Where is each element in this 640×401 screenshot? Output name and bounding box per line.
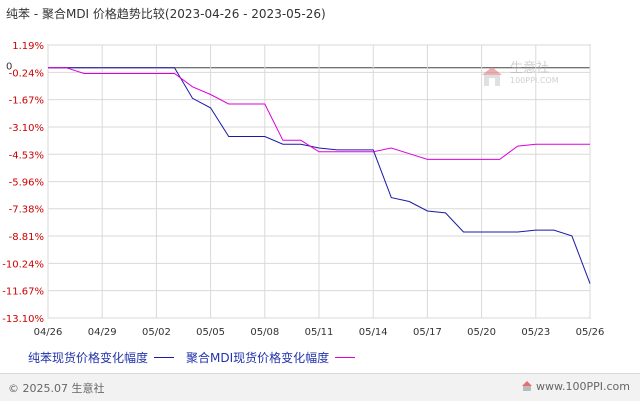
footer: © 2025.07 生意社 www.100PPI.com — [0, 373, 640, 401]
footer-site-link[interactable]: www.100PPI.com — [521, 380, 630, 393]
y-tick-label: -11.67% — [2, 287, 44, 298]
x-tick-label: 05/17 — [413, 327, 442, 338]
legend-label-series2: 聚合MDI现货价格变化幅度 — [186, 351, 330, 365]
x-axis: 04/26 04/29 05/02 05/05 05/08 05/11 05/14 05/17… — [34, 327, 605, 338]
legend-swatch-series1 — [154, 357, 175, 358]
y-tick-label: -7.38% — [9, 205, 44, 216]
y-tick-label: -13.10% — [2, 314, 44, 325]
legend-label-series1: 纯苯现货价格变化幅度 — [28, 351, 149, 365]
x-tick-label: 04/29 — [88, 327, 117, 338]
y-tick-label: -3.10% — [9, 123, 44, 134]
y-tick-label: -8.81% — [9, 232, 44, 243]
x-tick-label: 05/05 — [196, 327, 225, 338]
y-tick-label: -0.24% — [9, 68, 44, 79]
x-tick-label: 05/08 — [250, 327, 279, 338]
legend-swatch-series2 — [335, 357, 356, 358]
footer-site-text: www.100PPI.com — [536, 380, 630, 393]
x-tick-label: 05/26 — [576, 327, 605, 338]
x-tick-label: 04/26 — [34, 327, 63, 338]
x-tick-label: 05/20 — [467, 327, 496, 338]
legend: 纯苯现货价格变化幅度 聚合MDI现货价格变化幅度 — [28, 349, 367, 366]
series-line-1 — [48, 67, 591, 284]
watermark-logo-icon — [482, 67, 502, 86]
chart-area: 生意社 100PPI.COM 1.19% -0.24% -1.67% -3.10% -4… — [2, 41, 605, 338]
grid-lines — [47, 44, 591, 319]
x-tick-label: 05/11 — [305, 327, 334, 338]
site-logo-icon — [522, 381, 533, 391]
series-line-2 — [48, 67, 590, 160]
x-tick-label: 05/23 — [521, 327, 550, 338]
y-axis: 1.19% -0.24% -1.67% -3.10% -4.53% -5.96% -7.38… — [2, 41, 44, 325]
y-tick-label: -5.96% — [9, 178, 44, 189]
watermark-url: 100PPI.COM — [510, 76, 559, 85]
zero-label: 0 — [6, 62, 12, 73]
x-tick-label: 05/02 — [142, 327, 171, 338]
y-tick-label: -1.67% — [9, 96, 44, 107]
footer-copyright: © 2025.07 生意社 — [8, 382, 105, 395]
chart-title: 纯苯 - 聚合MDI 价格趋势比较(2023-04-26 - 2023-05-2… — [6, 7, 326, 21]
y-tick-label: -4.53% — [9, 150, 44, 161]
watermark: 生意社 100PPI.COM — [482, 60, 559, 86]
y-tick-label: 1.19% — [12, 41, 44, 52]
watermark-cn: 生意社 — [510, 60, 549, 76]
x-tick-label: 05/14 — [359, 327, 388, 338]
y-tick-label: -10.24% — [2, 259, 44, 270]
series-layer — [48, 67, 591, 284]
